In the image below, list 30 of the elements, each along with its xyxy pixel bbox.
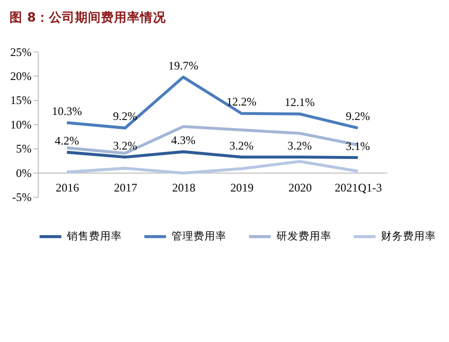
- legend-label: 研发费用率: [276, 230, 332, 243]
- data-label: 9.2%: [112, 110, 138, 124]
- data-label: 3.1%: [346, 140, 370, 153]
- x-tick-label: 2019: [230, 182, 254, 195]
- x-tick-label: 2018: [172, 182, 196, 195]
- y-tick-label: -5%: [12, 191, 32, 204]
- x-tick-label: 2016: [56, 182, 80, 195]
- data-label: 10.3%: [52, 104, 82, 118]
- chart-title: 图 8：公司期间费用率情况: [10, 9, 167, 24]
- y-tick-label: 20%: [10, 70, 32, 83]
- data-label: 4.2%: [54, 134, 80, 148]
- data-label: 12.1%: [284, 96, 315, 110]
- data-label: 19.7%: [168, 59, 199, 72]
- legend-label: 销售费用率: [66, 230, 122, 243]
- data-label: 9.2%: [346, 110, 370, 124]
- y-tick-label: 5%: [16, 142, 32, 156]
- y-tick-label: 25%: [10, 46, 32, 59]
- y-tick-label: 0%: [16, 166, 32, 180]
- legend-label: 管理费用率: [172, 230, 227, 243]
- x-tick-label: 2020: [288, 182, 312, 195]
- legend-label: 财务费用率: [381, 230, 436, 243]
- data-label: 12.2%: [226, 96, 257, 109]
- data-label: 3.2%: [288, 139, 312, 152]
- y-tick-label: 15%: [10, 94, 32, 108]
- y-tick-label: 10%: [10, 118, 32, 132]
- data-label: 3.2%: [112, 139, 138, 152]
- data-label: 3.2%: [229, 139, 254, 152]
- data-label: 4.3%: [171, 134, 196, 147]
- x-tick-label: 2021Q1-3: [334, 182, 382, 195]
- x-tick-label: 2017: [114, 182, 138, 195]
